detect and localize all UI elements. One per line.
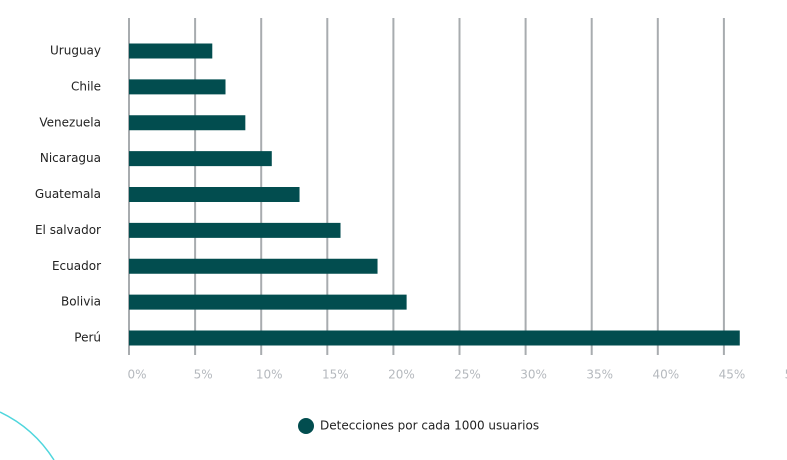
bar — [129, 222, 341, 238]
bar — [129, 79, 226, 95]
y-tick-label: Ecuador — [52, 259, 101, 273]
bar — [129, 151, 272, 167]
bar — [129, 258, 378, 274]
x-tick-label: 50% — [785, 368, 787, 382]
x-tick-label: 25% — [454, 368, 481, 382]
y-tick-label: Uruguay — [50, 44, 101, 58]
decorative-arc — [0, 411, 55, 460]
y-tick-label: Perú — [74, 331, 101, 345]
bar — [129, 43, 213, 59]
x-tick-label: 20% — [388, 368, 415, 382]
x-tick-label: 15% — [322, 368, 349, 382]
legend-label: Detecciones por cada 1000 usuarios — [320, 419, 539, 433]
x-tick-label: 45% — [719, 368, 746, 382]
x-tick-label: 35% — [586, 368, 613, 382]
y-tick-label: Venezuela — [39, 115, 101, 129]
x-tick-label: 5% — [194, 368, 213, 382]
bar — [129, 187, 300, 202]
y-tick-label: Bolivia — [61, 295, 101, 309]
bar — [129, 115, 246, 131]
x-tick-label: 40% — [652, 368, 679, 382]
x-tick-label: 30% — [520, 368, 547, 382]
bar — [129, 330, 740, 346]
y-tick-label: Nicaragua — [40, 151, 101, 165]
bar — [129, 294, 407, 310]
legend-swatch — [298, 418, 314, 434]
y-tick-label: El salvador — [35, 223, 101, 237]
y-tick-label: Guatemala — [35, 187, 101, 201]
x-tick-label: 0% — [127, 368, 146, 382]
y-tick-label: Chile — [71, 79, 101, 93]
x-tick-label: 10% — [256, 368, 283, 382]
